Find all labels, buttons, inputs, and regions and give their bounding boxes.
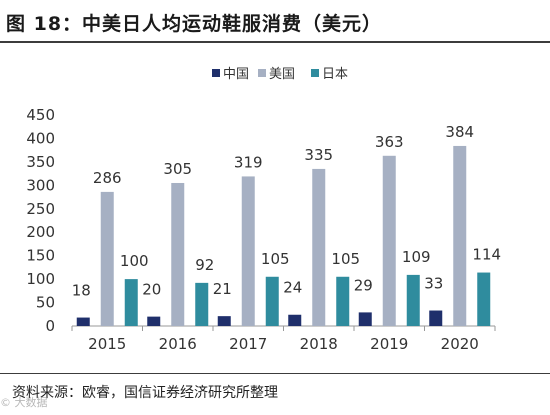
x-tick-label: 2018 bbox=[300, 335, 338, 353]
legend-label: 美国 bbox=[269, 67, 295, 82]
bar-japan bbox=[336, 276, 350, 326]
y-tick-label: 450 bbox=[26, 106, 55, 124]
data-label: 18 bbox=[72, 282, 91, 300]
legend-swatch bbox=[311, 69, 319, 77]
y-tick-label: 300 bbox=[26, 176, 55, 194]
data-label: 24 bbox=[283, 279, 302, 297]
data-label: 21 bbox=[213, 280, 232, 298]
data-label: 109 bbox=[402, 248, 431, 266]
bar-china bbox=[76, 317, 90, 326]
y-tick-label: 0 bbox=[45, 317, 55, 335]
bar-usa bbox=[312, 168, 326, 326]
y-tick-label: 400 bbox=[26, 129, 55, 147]
x-tick-label: 2015 bbox=[88, 335, 126, 353]
bar-japan bbox=[124, 279, 138, 326]
x-tick-label: 2016 bbox=[159, 335, 197, 353]
data-label: 105 bbox=[261, 250, 290, 268]
bar-china bbox=[217, 316, 231, 326]
bar-japan bbox=[265, 276, 279, 326]
bar-usa bbox=[382, 155, 396, 326]
bar-china bbox=[147, 316, 161, 326]
figure-title-bar: 图 18：中美日人均运动鞋服消费（美元） bbox=[0, 0, 550, 43]
bar-usa bbox=[453, 145, 467, 326]
data-label: 29 bbox=[354, 276, 373, 294]
y-tick-label: 200 bbox=[26, 223, 55, 241]
bar-japan bbox=[195, 282, 209, 326]
bar-china bbox=[358, 312, 372, 326]
data-label: 363 bbox=[375, 133, 404, 151]
y-tick-label: 50 bbox=[36, 294, 55, 312]
bar-usa bbox=[171, 182, 185, 326]
legend-swatch bbox=[258, 69, 266, 77]
x-tick-label: 2017 bbox=[229, 335, 267, 353]
legend-label: 中国 bbox=[223, 67, 249, 82]
bar-japan bbox=[477, 272, 491, 326]
data-label: 305 bbox=[163, 160, 192, 178]
data-label: 319 bbox=[234, 153, 263, 171]
y-tick-label: 250 bbox=[26, 200, 55, 218]
x-tick-label: 2019 bbox=[370, 335, 408, 353]
data-label: 384 bbox=[445, 123, 474, 141]
x-tick-label: 2020 bbox=[441, 335, 479, 353]
source-note: 资料来源：欧睿，国信证券经济研究所整理 bbox=[12, 385, 278, 401]
data-label: 114 bbox=[472, 246, 501, 264]
bar-usa bbox=[241, 176, 255, 326]
data-label: 286 bbox=[93, 169, 122, 187]
legend-swatch bbox=[212, 69, 220, 77]
bar-china bbox=[288, 314, 302, 326]
y-tick-label: 150 bbox=[26, 247, 55, 265]
figure-title: 图 18：中美日人均运动鞋服消费（美元） bbox=[6, 13, 383, 35]
y-tick-label: 100 bbox=[26, 270, 55, 288]
data-label: 20 bbox=[142, 281, 161, 299]
data-label: 100 bbox=[120, 252, 149, 270]
bar-japan bbox=[406, 274, 420, 326]
data-label: 92 bbox=[195, 256, 214, 274]
footer-divider bbox=[0, 373, 550, 374]
data-label: 335 bbox=[304, 146, 333, 164]
data-label: 105 bbox=[331, 250, 360, 268]
bar-usa bbox=[100, 191, 114, 326]
bar-china bbox=[429, 310, 443, 326]
data-label: 33 bbox=[424, 275, 443, 293]
y-tick-label: 350 bbox=[26, 153, 55, 171]
watermark: © 大数据 bbox=[0, 396, 48, 409]
legend-label: 日本 bbox=[322, 67, 348, 82]
